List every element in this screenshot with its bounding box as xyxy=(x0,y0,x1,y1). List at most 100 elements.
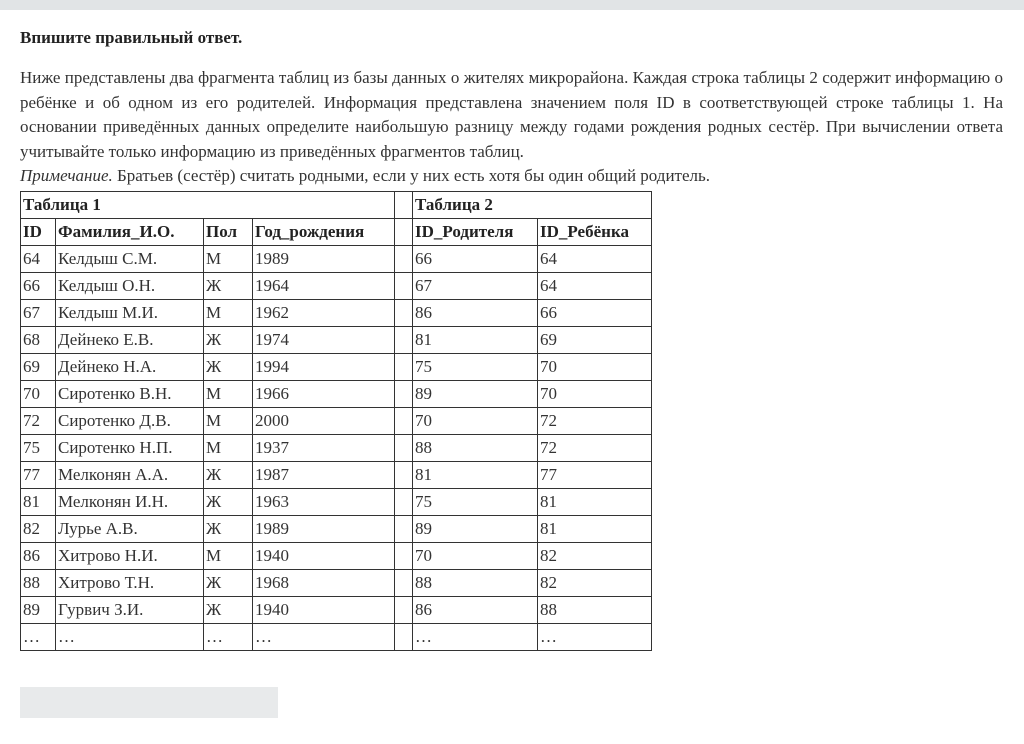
header-parent-id: ID_Родителя xyxy=(412,218,538,246)
task-body: Ниже представлены два фрагмента таблиц и… xyxy=(20,68,1003,161)
cell-sex: Ж xyxy=(203,488,253,516)
cell-child-id: 82 xyxy=(537,569,652,597)
top-bar xyxy=(0,0,1024,10)
spacer-cell xyxy=(394,380,413,408)
task-text: Ниже представлены два фрагмента таблиц и… xyxy=(20,66,1003,189)
spacer-cell xyxy=(394,272,413,300)
header-sex: Пол xyxy=(203,218,253,246)
cell-birth-year: 1940 xyxy=(252,596,395,624)
cell-birth-year: 1974 xyxy=(252,326,395,354)
cell-child-id: 82 xyxy=(537,542,652,570)
cell-sex: М xyxy=(203,542,253,570)
table2-title: Таблица 2 xyxy=(412,191,652,219)
cell-name: Келдыш О.Н. xyxy=(55,272,204,300)
spacer-cell xyxy=(394,353,413,381)
cell-parent-id: 86 xyxy=(412,299,538,327)
cell-child-id: 64 xyxy=(537,245,652,273)
table-row: 82 Лурье А.В. Ж 1989 89 81 xyxy=(20,515,652,543)
cell-birth-year: 1964 xyxy=(252,272,395,300)
cell-birth-year: 1989 xyxy=(252,245,395,273)
table-row: 77 Мелконян А.А. Ж 1987 81 77 xyxy=(20,461,652,489)
note-text: Братьев (сестёр) считать родными, если у… xyxy=(112,166,711,185)
cell-parent-id: 89 xyxy=(412,515,538,543)
cell-parent-id: 66 xyxy=(412,245,538,273)
cell-name: Хитрово Т.Н. xyxy=(55,569,204,597)
cell-child-id: 70 xyxy=(537,380,652,408)
note-label: Примечание. xyxy=(20,166,113,185)
cell-birth-year: 1962 xyxy=(252,299,395,327)
instruction-heading: Впишите правильный ответ. xyxy=(20,28,243,47)
table-row: ……………… xyxy=(20,623,652,651)
cell-birth-year: 1963 xyxy=(252,488,395,516)
cell-birth-year: 1968 xyxy=(252,569,395,597)
cell-birth-year: 1987 xyxy=(252,461,395,489)
cell-id: 75 xyxy=(20,434,56,462)
cell-name: Мелконян А.А. xyxy=(55,461,204,489)
answer-input[interactable] xyxy=(20,687,278,718)
cell-id: 70 xyxy=(20,380,56,408)
table-row: 72 Сиротенко Д.В. М 2000 70 72 xyxy=(20,407,652,435)
cell-name: Сиротенко В.Н. xyxy=(55,380,204,408)
data-tables: Таблица 1 Таблица 2 ID Фамилия_И.О. Пол … xyxy=(20,191,652,651)
cell-child-id: 70 xyxy=(537,353,652,381)
cell-child-id: 77 xyxy=(537,461,652,489)
cell-parent-id: 70 xyxy=(412,407,538,435)
spacer-cell xyxy=(394,461,413,489)
cell-name: Мелконян И.Н. xyxy=(55,488,204,516)
cell-id: 88 xyxy=(20,569,56,597)
cell-name: Сиротенко Д.В. xyxy=(55,407,204,435)
table-row: 66 Келдыш О.Н. Ж 1964 67 64 xyxy=(20,272,652,300)
cell-sex: М xyxy=(203,299,253,327)
cell-birth-year: 1966 xyxy=(252,380,395,408)
spacer-cell xyxy=(394,218,413,246)
cell-id: 68 xyxy=(20,326,56,354)
cell-birth-year: 1994 xyxy=(252,353,395,381)
cell-id: 69 xyxy=(20,353,56,381)
spacer-cell xyxy=(394,407,413,435)
cell-sex: Ж xyxy=(203,461,253,489)
spacer-cell xyxy=(394,596,413,624)
cell-name: Хитрово Н.И. xyxy=(55,542,204,570)
spacer-cell xyxy=(394,542,413,570)
header-birth-year: Год_рождения xyxy=(252,218,395,246)
cell-sex: М xyxy=(203,380,253,408)
cell-birth-year: 1937 xyxy=(252,434,395,462)
cell-name: Келдыш С.М. xyxy=(55,245,204,273)
cell-child-id: 81 xyxy=(537,515,652,543)
cell-child-id: 72 xyxy=(537,407,652,435)
cell-birth-year: 2000 xyxy=(252,407,395,435)
cell-child-id: 69 xyxy=(537,326,652,354)
cell-child-id: 88 xyxy=(537,596,652,624)
cell-id: … xyxy=(20,623,56,651)
cell-child-id: 72 xyxy=(537,434,652,462)
cell-id: 81 xyxy=(20,488,56,516)
cell-parent-id: 88 xyxy=(412,569,538,597)
table-row: 88 Хитрово Т.Н. Ж 1968 88 82 xyxy=(20,569,652,597)
cell-sex: … xyxy=(203,623,253,651)
cell-id: 64 xyxy=(20,245,56,273)
cell-sex: Ж xyxy=(203,272,253,300)
cell-id: 77 xyxy=(20,461,56,489)
cell-child-id: 81 xyxy=(537,488,652,516)
header-child-id: ID_Ребёнка xyxy=(537,218,652,246)
cell-child-id: 64 xyxy=(537,272,652,300)
header-name: Фамилия_И.О. xyxy=(55,218,204,246)
table-title-row: Таблица 1 Таблица 2 xyxy=(20,191,652,219)
cell-name: Дейнеко Н.А. xyxy=(55,353,204,381)
cell-name: Лурье А.В. xyxy=(55,515,204,543)
cell-sex: Ж xyxy=(203,326,253,354)
cell-name: Сиротенко Н.П. xyxy=(55,434,204,462)
cell-birth-year: 1989 xyxy=(252,515,395,543)
spacer-cell xyxy=(394,623,413,651)
table-row: 70 Сиротенко В.Н. М 1966 89 70 xyxy=(20,380,652,408)
cell-parent-id: 70 xyxy=(412,542,538,570)
cell-parent-id: 67 xyxy=(412,272,538,300)
cell-child-id: 66 xyxy=(537,299,652,327)
spacer-cell xyxy=(394,515,413,543)
table-row: 75 Сиротенко Н.П. М 1937 88 72 xyxy=(20,434,652,462)
cell-sex: Ж xyxy=(203,353,253,381)
cell-id: 89 xyxy=(20,596,56,624)
table-row: 68 Дейнеко Е.В. Ж 1974 81 69 xyxy=(20,326,652,354)
table-row: 64 Келдыш С.М. М 1989 66 64 xyxy=(20,245,652,273)
cell-name: … xyxy=(55,623,204,651)
